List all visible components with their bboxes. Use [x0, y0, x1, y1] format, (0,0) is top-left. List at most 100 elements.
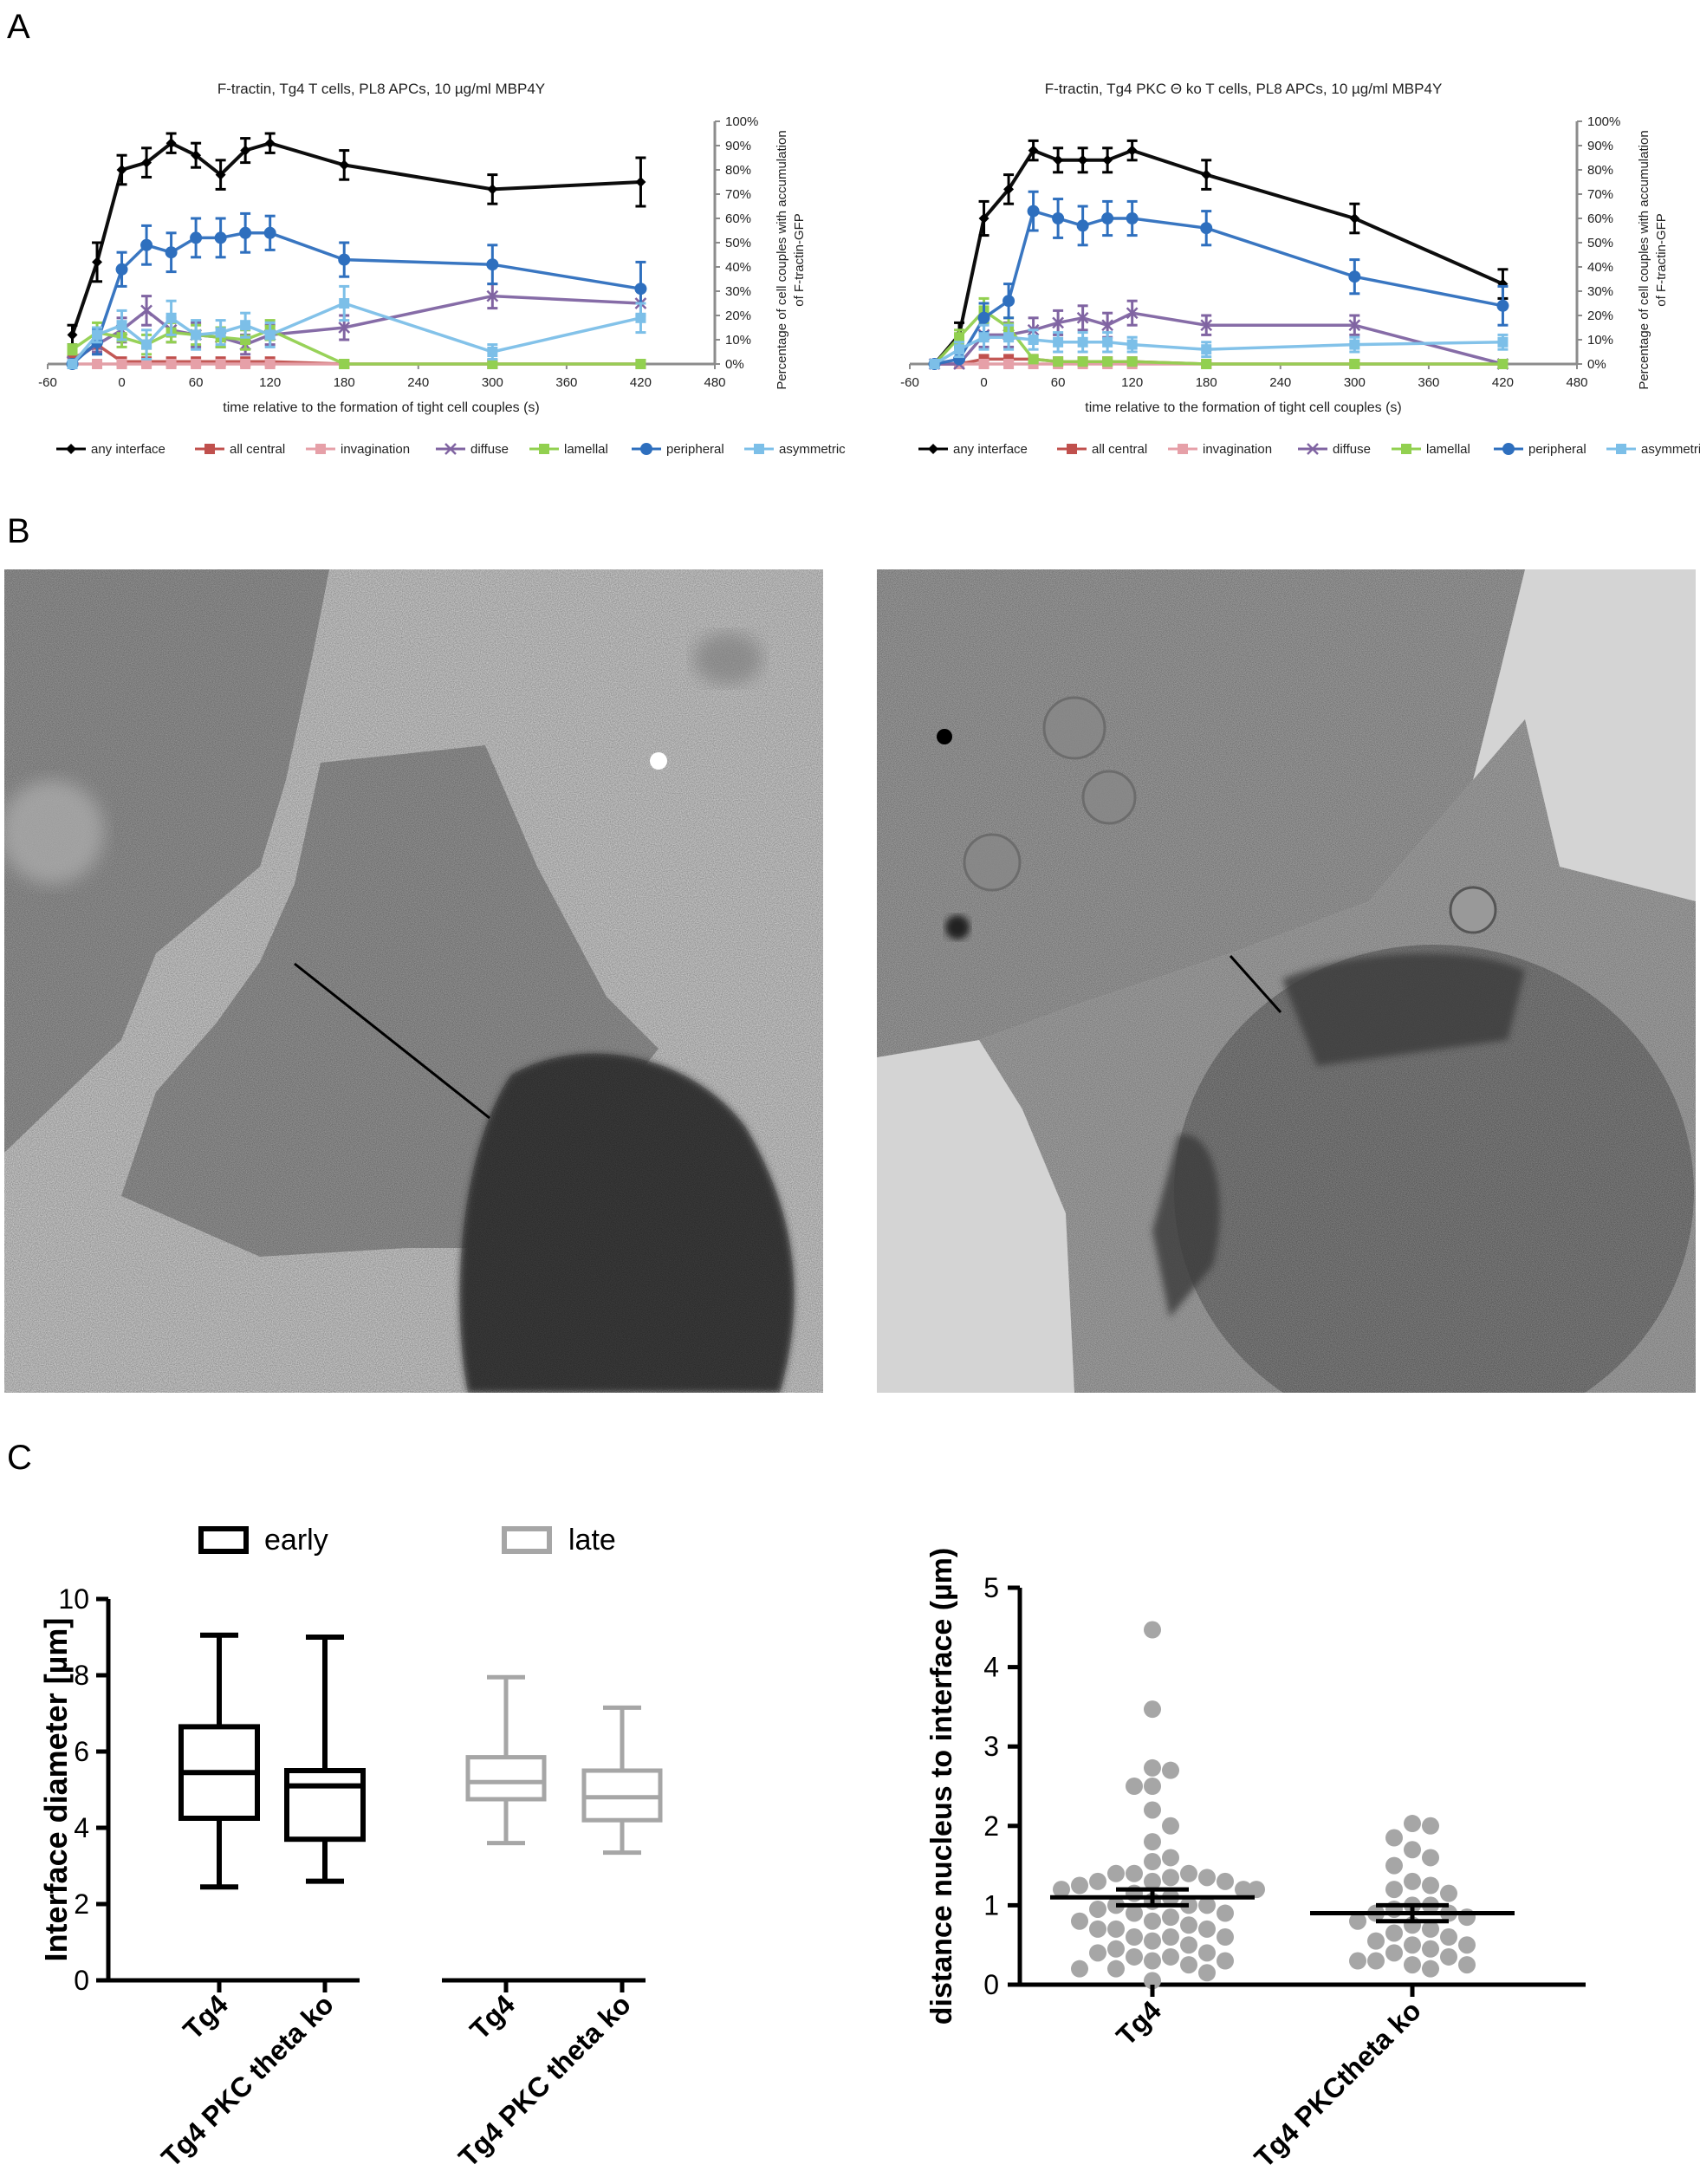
data-point — [1422, 1876, 1439, 1895]
x-tick-label: Tg4 — [1110, 1994, 1167, 2051]
marker-diamond — [928, 444, 938, 454]
marker-diamond — [1028, 145, 1039, 156]
legend-label: any interface — [953, 442, 1028, 457]
marker-diamond — [67, 329, 78, 341]
marker-square — [264, 329, 276, 341]
marker-x — [1307, 443, 1319, 455]
data-point — [1162, 1947, 1179, 1966]
marker-square — [1497, 336, 1509, 348]
x-tick-label: Tg4 — [464, 1988, 521, 2045]
marker-x — [444, 443, 457, 455]
marker-square — [315, 444, 326, 454]
y-axis-label: Interface diameter [µm] — [38, 1618, 74, 1962]
y-tick-label: 30% — [1587, 284, 1613, 299]
marker-circle — [239, 226, 252, 239]
marker-circle — [486, 258, 499, 271]
marker-x — [1101, 319, 1114, 332]
data-point — [1385, 1944, 1403, 1962]
marker-square — [929, 359, 940, 369]
legend-label: invagination — [1203, 442, 1272, 457]
marker-circle — [1348, 270, 1361, 283]
data-point — [1404, 1936, 1421, 1954]
marker-square — [978, 359, 990, 369]
marker-circle — [115, 263, 128, 276]
box-1: Tg4 — [177, 1632, 260, 2045]
data-point — [1458, 1936, 1476, 1954]
marker-square — [1616, 444, 1626, 454]
marker-circle — [634, 283, 647, 296]
data-point — [1162, 1761, 1179, 1779]
y-tick-label: 5 — [983, 1572, 999, 1603]
data-point — [1422, 1920, 1439, 1938]
y-axis-label: distance nucleus to interface (µm) — [925, 1548, 958, 2025]
x-tick-label: 360 — [1418, 375, 1439, 390]
x-tick-label: 240 — [407, 375, 429, 390]
y-tick-label: 70% — [1587, 187, 1613, 202]
marker-x — [1052, 316, 1064, 329]
marker-square — [116, 320, 127, 331]
data-point — [1144, 1700, 1161, 1719]
marker-circle — [165, 246, 178, 259]
data-point — [1144, 1912, 1161, 1930]
box — [465, 1755, 547, 1802]
marker-square — [1102, 336, 1113, 348]
marker-square — [1028, 335, 1039, 345]
data-point — [1144, 1833, 1161, 1851]
legend-label: all central — [1092, 442, 1147, 457]
marker-square — [954, 332, 965, 343]
data-point — [1107, 1940, 1125, 1958]
legend-label: any interface — [91, 442, 165, 457]
marker-diamond — [240, 145, 251, 156]
y-tick-label: 20% — [1587, 309, 1613, 323]
x-axis-label: time relative to the formation of tight … — [1085, 400, 1402, 415]
y-tick-label: 3 — [983, 1731, 999, 1762]
marker-diamond — [1102, 154, 1113, 166]
series-line — [71, 342, 641, 366]
series-asymmetric — [67, 284, 646, 369]
y-tick-label: 0 — [983, 1969, 999, 2000]
marker-diamond — [215, 169, 226, 180]
x-axis-label: time relative to the formation of tight … — [223, 400, 540, 415]
marker-square — [635, 359, 646, 369]
marker-circle — [1027, 205, 1040, 218]
data-point — [1385, 1856, 1403, 1875]
marker-circle — [977, 311, 990, 324]
data-point — [1198, 1869, 1216, 1887]
legend-label: peripheral — [666, 442, 724, 457]
y-tick-label: 100% — [725, 114, 758, 129]
marker-square — [339, 359, 350, 369]
series-line — [71, 328, 641, 366]
marker-diamond — [264, 138, 276, 149]
series-line — [71, 302, 641, 366]
data-point — [1071, 1960, 1088, 1978]
marker-square — [67, 359, 78, 369]
data-point — [1422, 1940, 1439, 1958]
data-point — [1180, 1864, 1197, 1882]
panel-label-b: B — [7, 512, 30, 550]
marker-square — [1102, 356, 1113, 367]
data-point — [1440, 1947, 1457, 1966]
marker-circle — [1052, 212, 1065, 224]
data-point — [1198, 1896, 1216, 1914]
data-point — [1404, 1956, 1421, 1974]
legend-label: diffuse — [470, 442, 509, 457]
legend-label: invagination — [341, 442, 410, 457]
marker-circle — [1002, 295, 1015, 308]
y-tick-label: 10% — [725, 333, 751, 348]
data-point — [1217, 1952, 1234, 1970]
y-tick-label: 60% — [725, 211, 751, 226]
data-point — [1126, 1904, 1143, 1922]
marker-square — [240, 320, 251, 331]
marker-diamond — [191, 150, 202, 161]
y-tick-label: 50% — [725, 236, 751, 250]
data-point — [1248, 1881, 1265, 1899]
marker-diamond — [92, 257, 103, 268]
marker-square — [141, 339, 152, 350]
data-point — [1089, 1900, 1106, 1918]
marker-diamond — [487, 184, 498, 195]
y-tick-label: 0% — [1587, 357, 1606, 372]
x-tick-label: 120 — [259, 375, 281, 390]
marker-circle — [1101, 212, 1114, 224]
series-line — [932, 148, 1504, 366]
